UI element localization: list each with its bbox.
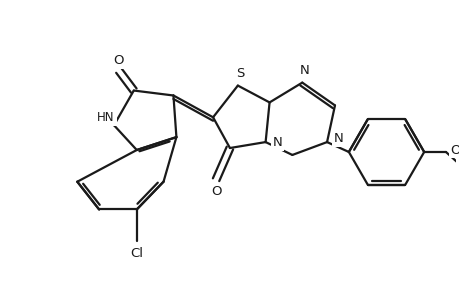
Text: N: N: [333, 132, 343, 145]
Text: N: N: [272, 136, 282, 148]
Text: O: O: [450, 143, 459, 157]
Text: O: O: [210, 185, 221, 198]
Text: S: S: [235, 67, 244, 80]
Text: HN: HN: [97, 111, 115, 124]
Text: Cl: Cl: [130, 247, 143, 260]
Text: N: N: [299, 64, 308, 77]
Text: O: O: [113, 54, 124, 67]
